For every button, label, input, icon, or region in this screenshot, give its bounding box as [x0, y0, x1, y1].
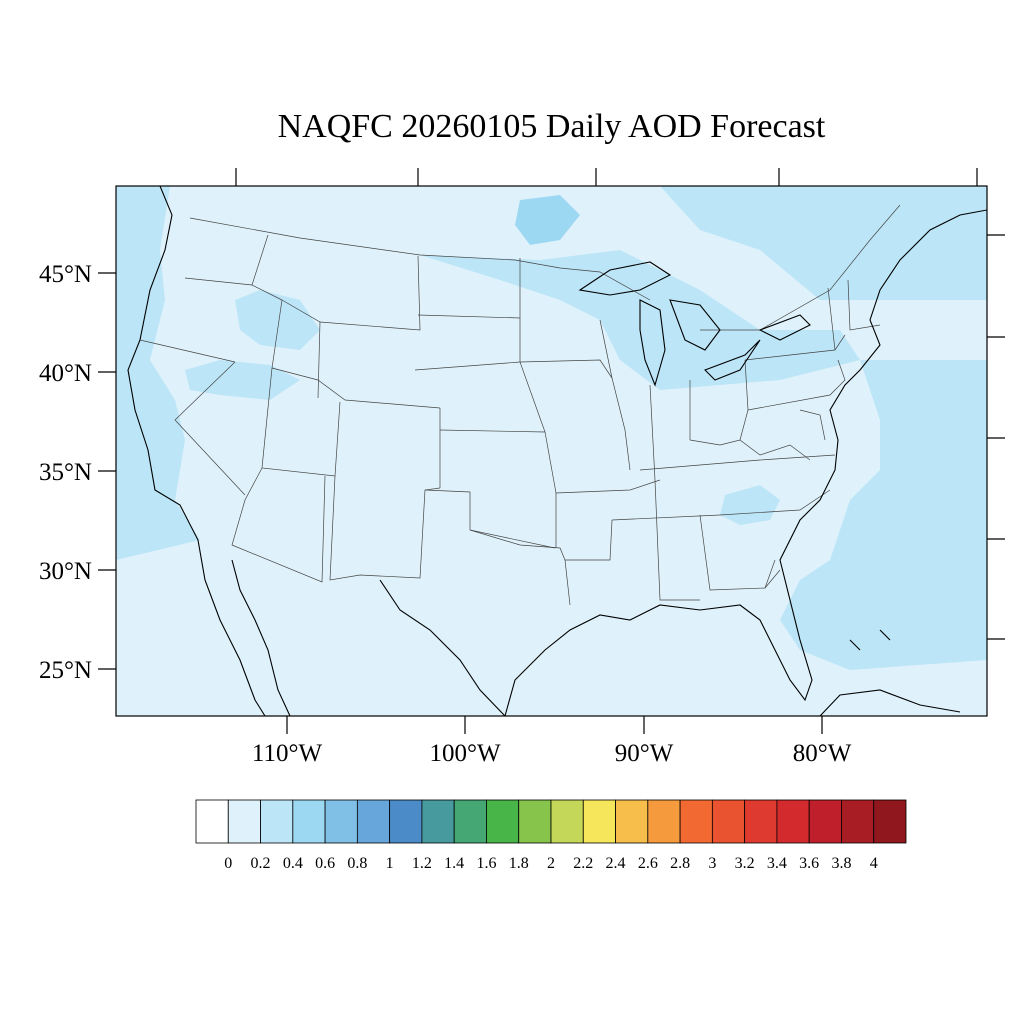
colorbar-label-16: 3.2 — [735, 855, 755, 872]
map-title: NAQFC 20260105 Daily AOD Forecast — [277, 108, 826, 145]
colorbar-label-12: 2.4 — [606, 855, 626, 872]
colorbar-box-6 — [389, 799, 423, 844]
bottom-ticks — [286, 716, 823, 734]
coastlines — [127, 186, 987, 716]
lat-label-35: 35°N — [39, 459, 92, 486]
colorbar-box-19 — [808, 799, 842, 844]
aod-region-canada-border — [360, 186, 987, 300]
aod-region-lake-superior — [515, 195, 580, 245]
left-ticks — [98, 272, 116, 670]
colorbar-box-7 — [421, 799, 455, 844]
colorbar-label-1: 0.2 — [251, 855, 271, 872]
aod-region-pacific-coast — [116, 186, 200, 560]
colorbar-label-11: 2.2 — [573, 855, 593, 872]
colorbar-box-8 — [453, 799, 487, 844]
colorbar-box-16 — [711, 799, 746, 844]
colorbar-box-21 — [873, 799, 907, 844]
colorbar-box-20 — [841, 799, 875, 844]
aod-region-great-basin — [185, 360, 300, 400]
colorbar-label-6: 1.2 — [412, 855, 432, 872]
colorbar-label-2: 0.4 — [283, 855, 303, 872]
aod-contour-fill-2 — [515, 195, 580, 245]
colorbar-box-1 — [227, 799, 261, 844]
colorbar: 0 0.2 0.4 0.6 0.8 1 1.2 1.4 1.6 1.8 2 2.2 2.4 2.6 2.8 3… — [195, 799, 907, 872]
right-ticks — [987, 234, 1005, 640]
colorbar-label-7: 1.4 — [444, 855, 464, 872]
colorbar-box-15 — [679, 799, 713, 844]
lon-label-110w: 110°W — [252, 740, 323, 767]
colorbar-box-9 — [486, 799, 520, 844]
lat-label-45: 45°N — [39, 261, 92, 288]
colorbar-box-5 — [356, 799, 391, 844]
colorbar-box-2 — [260, 799, 294, 844]
colorbar-box-3 — [292, 799, 326, 844]
colorbar-label-20: 4 — [870, 855, 878, 872]
colorbar-box-12 — [582, 799, 616, 844]
lon-label-80w: 80°W — [793, 740, 852, 767]
colorbar-box-4 — [324, 799, 358, 844]
colorbar-label-18: 3.6 — [799, 855, 819, 872]
lat-label-40: 40°N — [39, 360, 92, 387]
colorbar-box-14 — [647, 799, 681, 844]
colorbar-label-15: 3 — [708, 855, 716, 872]
colorbar-box-11 — [550, 799, 584, 844]
colorbar-label-13: 2.6 — [638, 855, 658, 872]
aod-region-southeast — [720, 485, 780, 525]
colorbar-label-19: 3.8 — [831, 855, 851, 872]
colorbar-label-8: 1.6 — [476, 855, 496, 872]
aod-region-atlantic — [780, 360, 987, 670]
lon-label-100w: 100°W — [429, 740, 500, 767]
colorbar-box-18 — [776, 799, 810, 844]
colorbar-box-10 — [518, 799, 552, 844]
colorbar-label-0: 0 — [224, 855, 232, 872]
colorbar-label-9: 1.8 — [509, 855, 529, 872]
colorbar-label-17: 3.4 — [767, 855, 787, 872]
top-ticks — [235, 168, 978, 186]
colorbar-label-10: 2 — [547, 855, 555, 872]
colorbar-label-14: 2.8 — [670, 855, 690, 872]
colorbar-label-4: 0.8 — [347, 855, 367, 872]
lat-label-30: 30°N — [39, 558, 92, 585]
colorbar-box-0 — [195, 799, 229, 844]
state-boundaries — [139, 204, 901, 606]
colorbar-box-13 — [615, 799, 649, 844]
map-frame — [115, 185, 988, 717]
colorbar-label-3: 0.6 — [315, 855, 335, 872]
lon-label-90w: 90°W — [615, 740, 674, 767]
aod-region-idaho — [235, 290, 320, 350]
lat-label-25: 25°N — [39, 657, 92, 684]
colorbar-box-17 — [744, 799, 778, 844]
colorbar-label-5: 1 — [386, 855, 394, 872]
